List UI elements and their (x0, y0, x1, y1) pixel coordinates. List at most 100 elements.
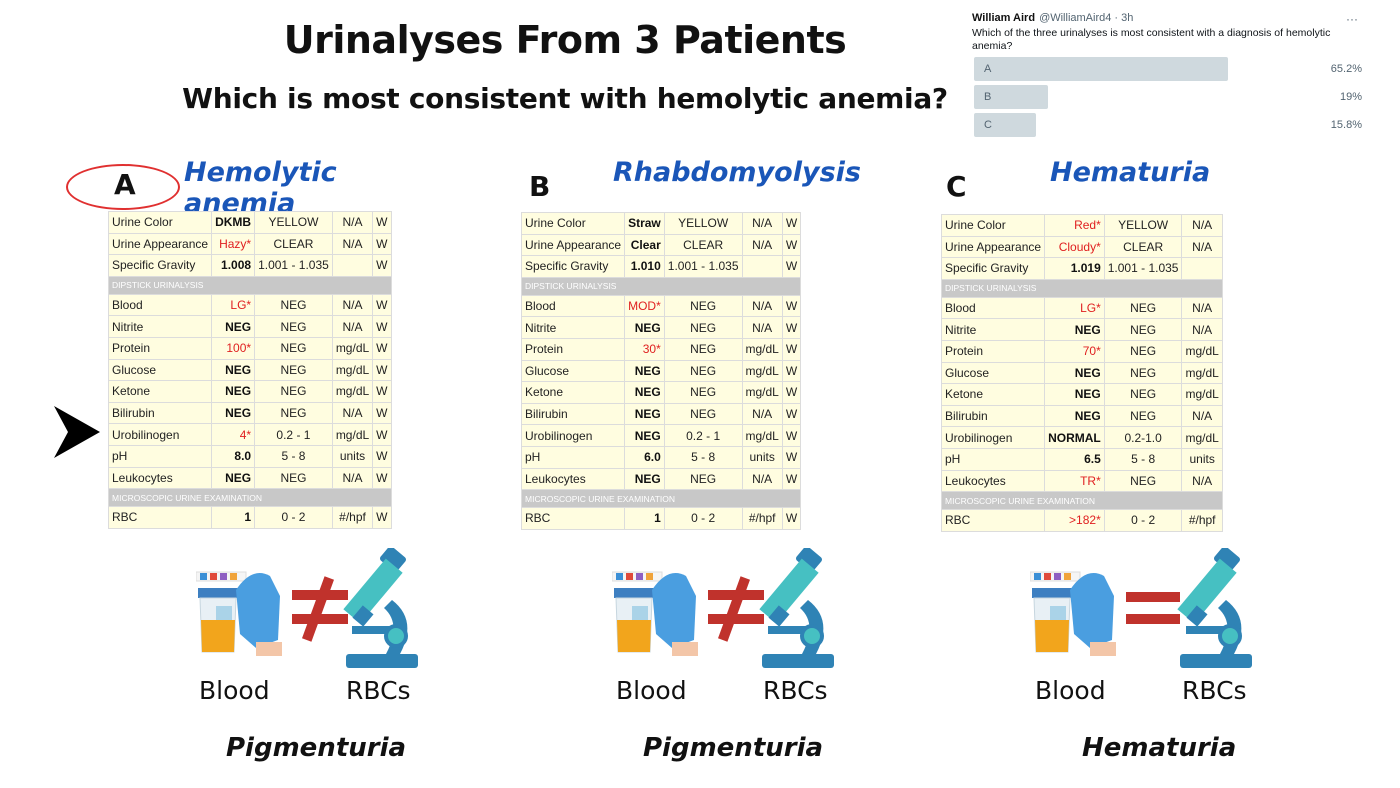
table-row: Leukocytes NEG NEG N/A W (107, 466, 392, 490)
table-row: Urine Appearance Clear CLEAR N/A W (520, 233, 802, 257)
reference-range: 1.001 - 1.035 (1103, 257, 1183, 280)
test-unit: N/A (331, 211, 374, 234)
test-name: Urine Color (520, 212, 626, 235)
test-name: Ketone (520, 381, 626, 404)
test-unit (331, 254, 374, 277)
test-unit: units (741, 445, 783, 469)
test-name: Urine Appearance (107, 232, 213, 256)
test-name: Protein (940, 339, 1046, 363)
not-equal-icon (708, 576, 764, 642)
section-label: MICROSCOPIC URINE EXAMINATION (941, 491, 1223, 511)
reference-range: NEG (1103, 296, 1183, 320)
poll-author-name[interactable]: William Aird (972, 12, 1036, 24)
section-label: DIPSTICK URINALYSIS (520, 276, 802, 296)
reference-range: NEG (254, 380, 333, 403)
rbcs-label: RBCs (1182, 676, 1247, 705)
table-section-header: MICROSCOPIC URINE EXAMINATION (520, 489, 802, 509)
test-result: 100* (211, 336, 256, 360)
table-section-header: DIPSTICK URINALYSIS (941, 278, 1223, 298)
test-unit: mg/dL (331, 358, 374, 382)
reference-range: CLEAR (663, 233, 743, 257)
test-result: NEG (624, 424, 665, 447)
poll-option-label: C (984, 119, 992, 131)
test-unit: N/A (1181, 404, 1223, 428)
test-result: NORMAL (1044, 426, 1105, 449)
test-result: MOD* (624, 294, 665, 318)
test-flag: W (781, 233, 802, 257)
twitter-poll: William Aird @WilliamAird4 · 3h ··· Whic… (972, 12, 1372, 137)
test-flag: W (781, 445, 802, 469)
test-unit: mg/dL (1181, 383, 1223, 406)
test-name: Glucose (520, 359, 626, 383)
test-unit: N/A (331, 315, 374, 338)
reference-range: NEG (1103, 339, 1183, 363)
test-name: Nitrite (940, 318, 1046, 341)
reference-range: 0.2-1.0 (1103, 426, 1183, 449)
test-unit: N/A (331, 466, 374, 490)
test-flag: W (372, 315, 392, 338)
verdict-label: Pigmenturia (643, 733, 824, 763)
reference-range: 1.001 - 1.035 (254, 254, 333, 277)
reference-range: 0 - 2 (254, 506, 333, 529)
test-name: Urine Color (107, 211, 213, 234)
test-name: Glucose (940, 361, 1046, 385)
test-name: Ketone (940, 383, 1046, 406)
test-name: Urine Appearance (520, 233, 626, 257)
reference-range: NEG (1103, 361, 1183, 385)
test-unit: N/A (1181, 214, 1223, 237)
table-row: Urine Appearance Hazy* CLEAR N/A W (107, 232, 392, 256)
test-unit: N/A (1181, 318, 1223, 341)
test-name: RBC (940, 509, 1046, 532)
test-unit (741, 255, 783, 278)
reference-range: NEG (1103, 404, 1183, 428)
test-result: 4* (211, 423, 256, 446)
test-result: 1 (211, 506, 256, 529)
test-unit: N/A (741, 467, 783, 491)
reference-range: NEG (663, 467, 743, 491)
table-row: Specific Gravity 1.008 1.001 - 1.035 W (107, 254, 392, 277)
test-unit: mg/dL (741, 337, 783, 361)
test-unit: mg/dL (1181, 361, 1223, 385)
more-options-icon[interactable]: ··· (1346, 12, 1358, 26)
test-flag: W (372, 423, 392, 446)
test-flag: W (781, 467, 802, 491)
page-subtitle: Which is most consistent with hemolytic … (182, 82, 948, 115)
reference-range: 1.001 - 1.035 (663, 255, 743, 278)
test-unit: N/A (741, 316, 783, 339)
urine-test-icon (611, 571, 698, 656)
section-label: DIPSTICK URINALYSIS (108, 275, 392, 295)
table-row: Glucose NEG NEG mg/dL (940, 361, 1223, 385)
reference-range: NEG (254, 466, 333, 490)
test-result: TR* (1044, 469, 1105, 493)
test-result: 6.0 (624, 445, 665, 469)
microscope-icon (1177, 546, 1252, 668)
test-name: Bilirubin (107, 401, 213, 425)
test-unit (1181, 257, 1223, 280)
blood-label: Blood (616, 676, 687, 705)
test-result: NEG (1044, 318, 1105, 341)
test-name: Glucose (107, 358, 213, 382)
test-result: Clear (624, 233, 665, 257)
test-name: Nitrite (107, 315, 213, 338)
reference-range: NEG (254, 293, 333, 317)
microscope-icon (343, 546, 418, 668)
test-flag: W (781, 337, 802, 361)
verdict-label: Pigmenturia (226, 733, 407, 763)
test-name: Urobilinogen (107, 423, 213, 446)
test-name: RBC (107, 506, 213, 529)
panel-letter: C (946, 170, 967, 203)
table-section-header: DIPSTICK URINALYSIS (108, 275, 392, 295)
reference-range: 0.2 - 1 (663, 424, 743, 447)
poll-option[interactable]: A 65.2% (972, 57, 1372, 81)
test-result: 1.019 (1044, 257, 1105, 280)
diagnosis-title: Hematuria (1050, 157, 1211, 188)
test-result: LG* (211, 293, 256, 317)
test-result: DKMB (211, 211, 256, 234)
reference-range: YELLOW (663, 212, 743, 235)
poll-option[interactable]: C 15.8% (972, 113, 1372, 137)
poll-option[interactable]: B 19% (972, 85, 1372, 109)
test-name: Protein (107, 336, 213, 360)
test-result: 1.008 (211, 254, 256, 277)
poll-option-label: B (984, 91, 992, 103)
test-result: LG* (1044, 296, 1105, 320)
